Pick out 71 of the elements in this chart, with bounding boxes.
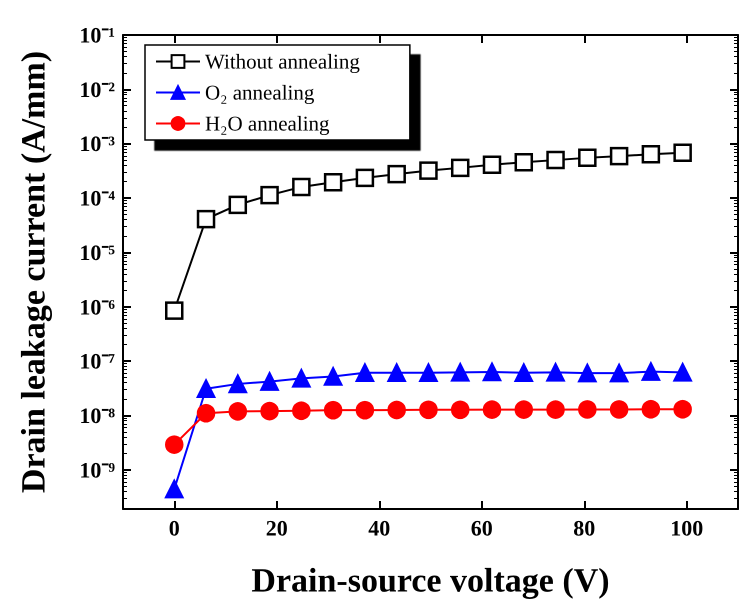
x-tick-label: 100 <box>670 516 704 540</box>
x-axis-title: Drain-source voltage (V) <box>251 562 610 600</box>
point <box>450 400 470 420</box>
point <box>546 363 565 382</box>
point <box>673 363 692 382</box>
y-tick-label: 10⁻⁸ <box>79 402 116 428</box>
point <box>260 372 279 391</box>
point <box>450 158 470 178</box>
point <box>292 402 311 420</box>
point <box>482 400 502 419</box>
point <box>292 178 311 196</box>
point <box>324 173 342 192</box>
point <box>450 363 470 382</box>
point <box>356 168 374 188</box>
point <box>292 369 311 388</box>
legend-label: Without annealing <box>205 50 360 74</box>
point <box>165 301 184 320</box>
point <box>610 364 628 382</box>
point <box>673 400 692 419</box>
point <box>356 400 374 420</box>
point <box>514 400 534 419</box>
y-tick-label: 10⁻⁷ <box>79 348 116 374</box>
point <box>514 153 534 172</box>
point <box>610 146 628 166</box>
point <box>387 364 406 382</box>
point <box>642 144 660 164</box>
point <box>196 404 216 422</box>
point <box>642 400 660 419</box>
y-tick-label: 10⁻² <box>79 76 116 102</box>
point <box>482 362 502 382</box>
y-tick-label: 10⁻⁵ <box>79 240 116 265</box>
point <box>419 364 438 382</box>
x-tick-label: 80 <box>573 516 596 540</box>
x-tick-label: 0 <box>168 516 180 540</box>
point <box>578 400 597 419</box>
y-tick-label: 10⁻³ <box>79 131 116 156</box>
point <box>260 402 279 420</box>
y-axis-title: Drain leakage current (A/mm) <box>16 50 52 494</box>
point <box>610 400 628 419</box>
point <box>260 186 279 204</box>
point <box>324 400 342 420</box>
point <box>387 400 406 420</box>
point <box>196 379 216 398</box>
point <box>228 196 248 214</box>
x-tick-label: 40 <box>368 516 390 540</box>
point <box>419 400 438 420</box>
y-tick-label: 10⁻⁹ <box>79 457 116 482</box>
point <box>228 402 248 421</box>
y-tick-label: 10⁻⁶ <box>79 294 116 320</box>
point <box>673 144 692 162</box>
point <box>578 148 597 168</box>
point <box>196 210 216 228</box>
x-tick-label: 60 <box>470 516 493 540</box>
point <box>356 364 374 382</box>
point <box>419 161 438 180</box>
point <box>578 364 597 382</box>
point <box>514 364 534 382</box>
point <box>642 362 660 381</box>
y-tick-label: 10⁻¹ <box>79 22 115 48</box>
point <box>324 367 342 386</box>
point <box>546 400 565 419</box>
point <box>228 374 248 394</box>
legend-label: O₂ annealing <box>205 80 315 104</box>
point <box>165 480 184 498</box>
point <box>482 155 502 174</box>
point <box>546 150 565 170</box>
point <box>165 435 184 454</box>
legend-label: H₂O annealing <box>205 112 330 136</box>
y-tick-label: 10⁻⁴ <box>79 186 116 211</box>
x-tick-label: 20 <box>266 516 288 540</box>
point <box>387 164 406 184</box>
